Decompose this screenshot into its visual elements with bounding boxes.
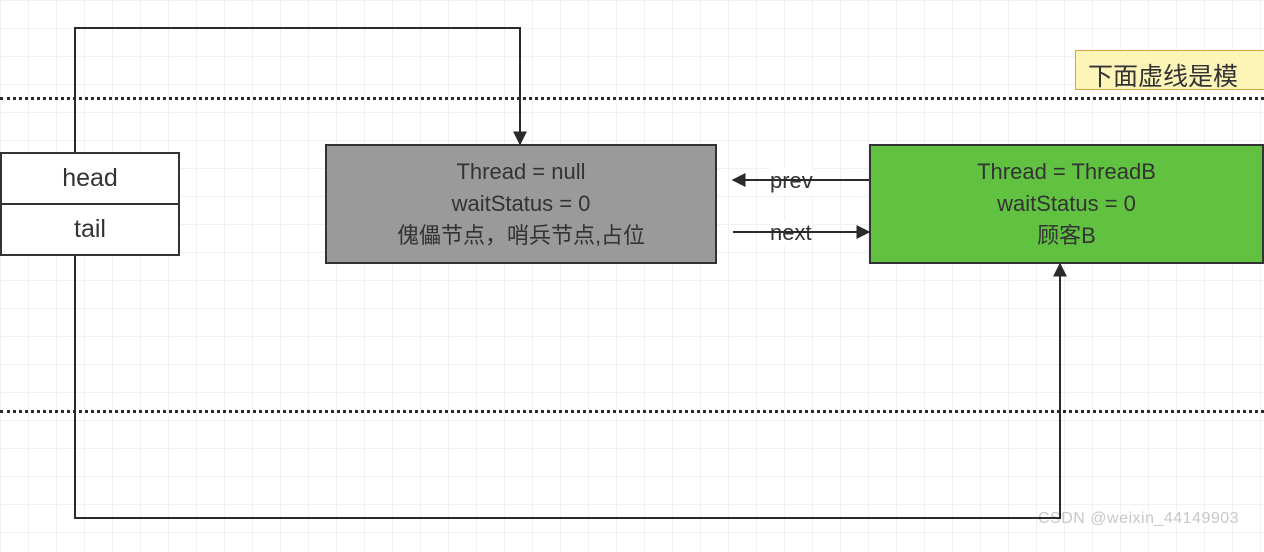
head-tail-box: head tail [0, 152, 180, 256]
dotted-line-top [0, 97, 1264, 100]
threadb-node: Thread = ThreadB waitStatus = 0 顾客B [869, 144, 1264, 264]
watermark: CSDN @weixin_44149903 [1038, 510, 1239, 528]
edge-head-to-sentinel [75, 28, 520, 152]
threadb-line2: waitStatus = 0 [997, 188, 1136, 220]
tail-cell: tail [2, 203, 178, 254]
annotation-text: 下面虚线是模 [1088, 63, 1238, 91]
sentinel-line3: 傀儡节点，哨兵节点,占位 [397, 220, 645, 252]
head-cell: head [2, 154, 178, 203]
tail-label: tail [74, 215, 106, 244]
sentinel-node: Thread = null waitStatus = 0 傀儡节点，哨兵节点,占… [325, 144, 717, 264]
dotted-line-bottom [0, 410, 1264, 413]
sentinel-line1: Thread = null [456, 156, 585, 188]
prev-label: prev [770, 168, 813, 194]
edge-tail-to-threadb [75, 256, 1060, 518]
head-label: head [62, 164, 118, 193]
sentinel-line2: waitStatus = 0 [452, 188, 591, 220]
next-label: next [770, 220, 812, 246]
threadb-line1: Thread = ThreadB [977, 156, 1156, 188]
annotation-box: 下面虚线是模 [1075, 50, 1264, 90]
threadb-line3: 顾客B [1037, 220, 1096, 252]
